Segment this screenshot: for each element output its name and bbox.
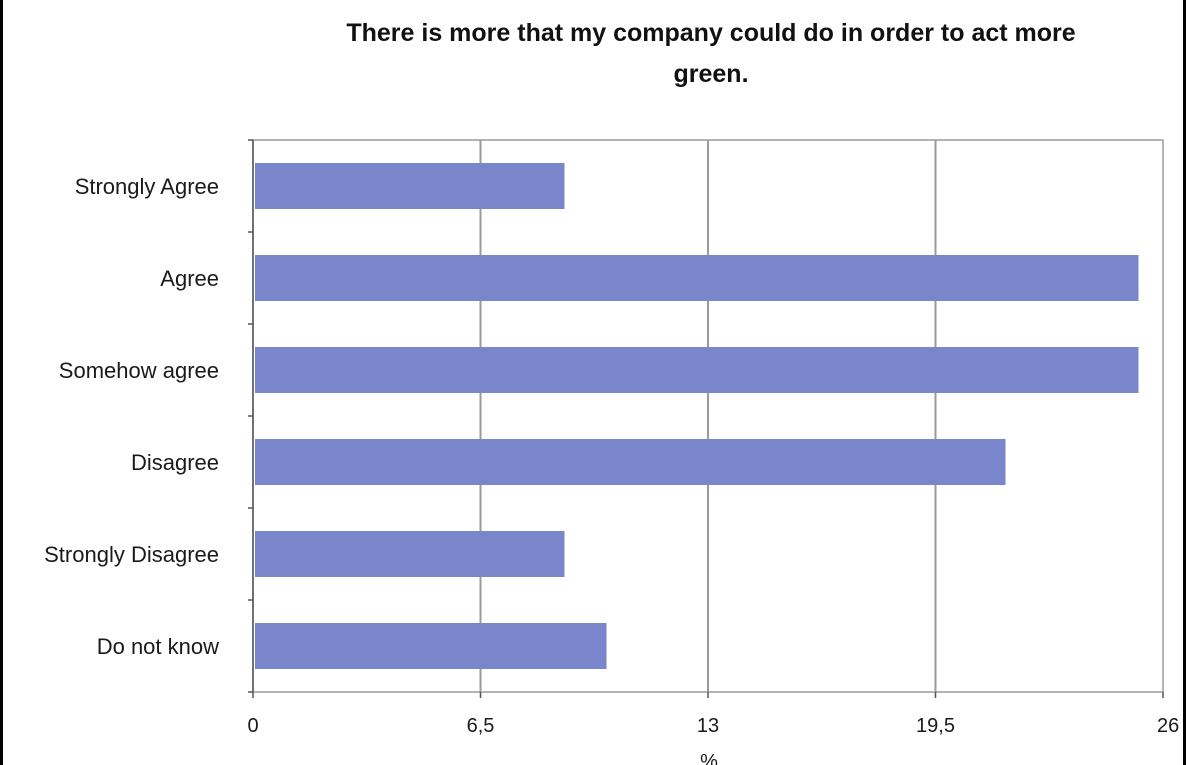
bar-agree — [255, 255, 1139, 301]
category-label: Strongly Disagree — [44, 542, 219, 567]
bar-somehow-agree — [255, 347, 1139, 393]
chart-title-line-2: green. — [673, 60, 748, 88]
bar-strongly-disagree — [255, 531, 565, 577]
x-axis-label: % — [700, 751, 718, 765]
bar-disagree — [255, 439, 1006, 485]
chart-title-line-1: There is more that my company could do i… — [346, 19, 1075, 47]
bar-do-not-know — [255, 623, 607, 669]
category-label: Do not know — [97, 634, 219, 659]
x-tick-label: 0 — [247, 715, 258, 737]
bar-strongly-agree — [255, 163, 565, 209]
x-tick-label: 6,5 — [467, 715, 495, 737]
grid-lines — [248, 139, 1164, 698]
x-tick-label: 13 — [697, 715, 719, 737]
x-tick-label: 19,5 — [916, 715, 955, 737]
x-tick-label: 26 — [1157, 715, 1179, 737]
category-label: Disagree — [131, 450, 219, 475]
bars — [255, 163, 1139, 669]
category-label: Somehow agree — [59, 358, 219, 383]
category-label: Strongly Agree — [75, 174, 219, 199]
bar-chart: There is more that my company could do i… — [44, 19, 1179, 765]
category-label: Agree — [160, 266, 219, 291]
category-labels: Strongly Agree Agree Somehow agree Disagree… — [44, 174, 219, 659]
x-tick-labels: 0 6,5 13 19,5 26 — [247, 715, 1179, 737]
